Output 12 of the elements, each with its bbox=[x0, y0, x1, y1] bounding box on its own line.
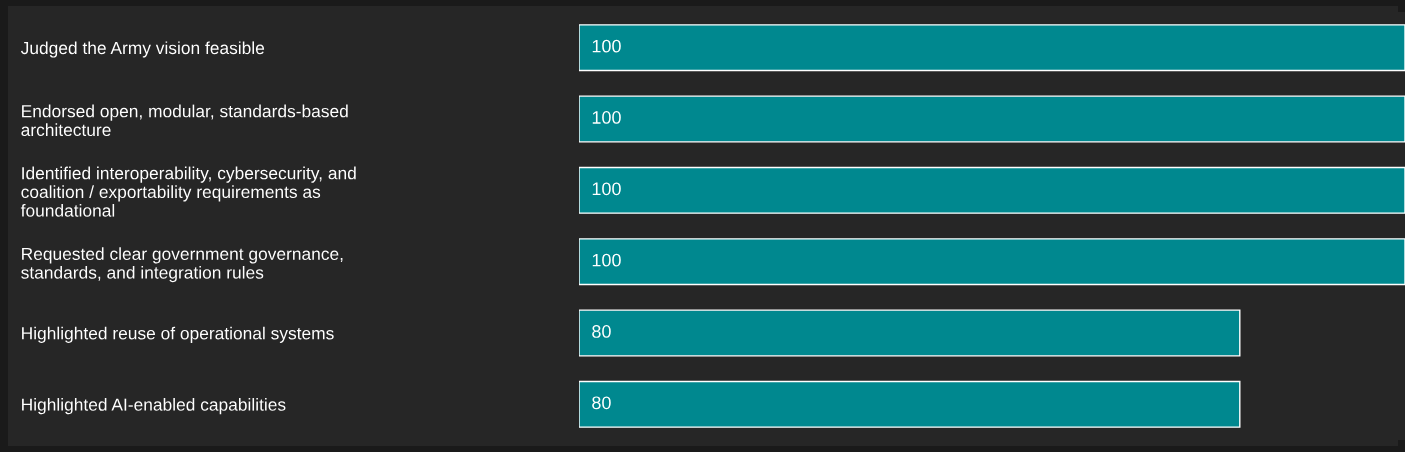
y-tick-label: Highlighted reuse of operational systems bbox=[22, 326, 334, 343]
data-label: 100 bbox=[592, 182, 621, 196]
y-tick-label: Endorsed open, modular, standards-based architecture bbox=[21, 104, 348, 137]
data-label: 100 bbox=[592, 39, 621, 53]
y-tick-label: Judged the Army vision feasible bbox=[20, 41, 265, 58]
y-tick-label: Requested clear government governance, standards, and integration rules bbox=[21, 247, 343, 283]
data-label: 80 bbox=[592, 396, 611, 410]
y-tick-label: Highlighted AI-enabled capabilities bbox=[22, 398, 286, 415]
data-label: 100 bbox=[592, 253, 621, 267]
data-label: 80 bbox=[592, 325, 611, 338]
data-label: 100 bbox=[592, 111, 621, 124]
y-tick-label: Identified interoperability, cybersecurity, and coalition / exportability requirements as foundational bbox=[20, 166, 356, 217]
